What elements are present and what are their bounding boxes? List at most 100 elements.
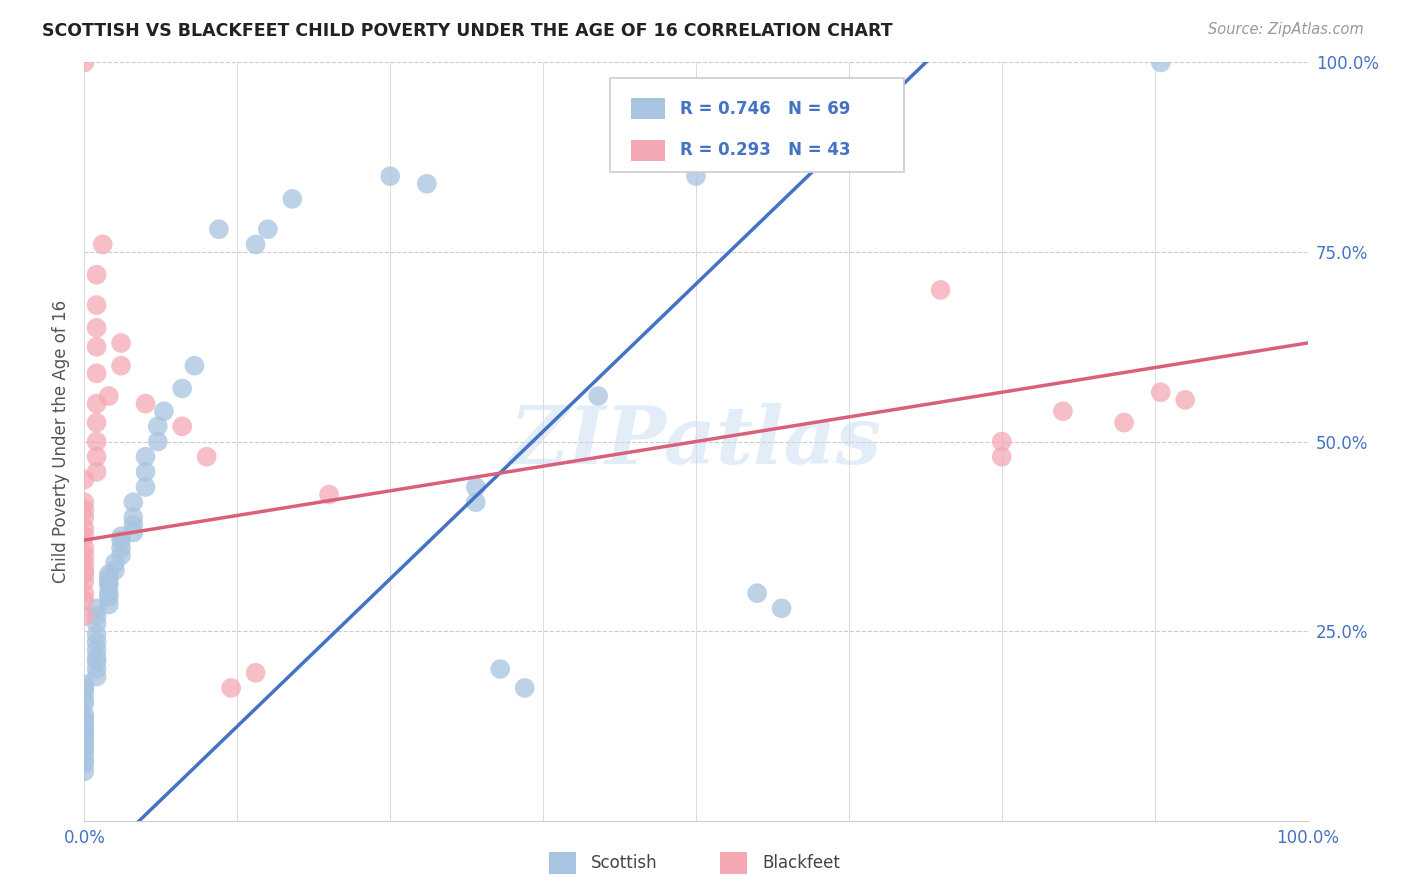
Point xyxy=(416,177,439,191)
Point xyxy=(110,529,132,543)
Point xyxy=(86,662,108,676)
Point xyxy=(86,450,108,464)
Point xyxy=(73,753,96,767)
Point xyxy=(257,222,280,236)
Point xyxy=(1150,55,1173,70)
Bar xyxy=(631,140,665,161)
Point xyxy=(73,734,96,748)
Point xyxy=(86,643,108,657)
Point xyxy=(73,719,96,733)
Point xyxy=(73,556,96,570)
Point xyxy=(73,522,96,536)
Point xyxy=(489,662,512,676)
Point xyxy=(73,55,96,70)
Point xyxy=(586,389,609,403)
Point xyxy=(73,574,96,589)
Point xyxy=(73,746,96,760)
Point xyxy=(110,548,132,563)
Text: ZIPatlas: ZIPatlas xyxy=(510,403,882,480)
Point xyxy=(73,681,96,695)
Point xyxy=(73,594,96,608)
Point xyxy=(73,756,96,771)
Point xyxy=(73,764,96,779)
Point xyxy=(172,382,194,396)
Point xyxy=(86,601,108,615)
Point xyxy=(135,480,157,494)
Point xyxy=(770,601,793,615)
Bar xyxy=(720,852,748,874)
Text: Scottish: Scottish xyxy=(591,854,658,871)
Point xyxy=(172,419,194,434)
Point xyxy=(73,503,96,517)
Point xyxy=(1114,416,1136,430)
Point xyxy=(73,548,96,563)
Point xyxy=(73,741,96,756)
Point xyxy=(135,450,157,464)
Point xyxy=(86,616,108,631)
Point xyxy=(104,556,127,570)
Point xyxy=(73,677,96,691)
Point xyxy=(73,567,96,582)
Point xyxy=(73,586,96,600)
Point xyxy=(86,655,108,669)
Point xyxy=(86,416,108,430)
Point xyxy=(146,419,169,434)
Point xyxy=(513,681,536,695)
Point xyxy=(122,495,145,509)
Point xyxy=(86,669,108,683)
Point xyxy=(86,268,108,282)
Point xyxy=(86,320,108,334)
Point xyxy=(1174,392,1197,407)
Text: R = 0.746   N = 69: R = 0.746 N = 69 xyxy=(681,100,851,118)
Point xyxy=(991,450,1014,464)
Point xyxy=(104,564,127,578)
Point xyxy=(86,628,108,642)
Point xyxy=(245,665,267,680)
Bar xyxy=(550,852,576,874)
Point xyxy=(86,396,108,410)
Point xyxy=(208,222,231,236)
Point xyxy=(146,434,169,449)
Point xyxy=(281,192,304,206)
Point xyxy=(97,598,120,612)
Point xyxy=(73,529,96,543)
Point xyxy=(73,726,96,740)
Point xyxy=(73,685,96,699)
Point xyxy=(73,707,96,722)
Point xyxy=(86,340,108,354)
Point xyxy=(991,434,1014,449)
Point xyxy=(183,359,205,373)
Bar xyxy=(631,98,665,120)
Point xyxy=(110,359,132,373)
Y-axis label: Child Poverty Under the Age of 16: Child Poverty Under the Age of 16 xyxy=(52,300,70,583)
Point xyxy=(73,696,96,710)
Point xyxy=(97,590,120,604)
FancyBboxPatch shape xyxy=(610,78,904,172)
Point xyxy=(122,525,145,540)
Point xyxy=(73,495,96,509)
Point xyxy=(73,564,96,578)
Point xyxy=(73,730,96,744)
Point xyxy=(91,237,114,252)
Point xyxy=(73,738,96,752)
Point xyxy=(97,586,120,600)
Point xyxy=(97,571,120,585)
Point xyxy=(86,635,108,649)
Point xyxy=(195,450,218,464)
Point xyxy=(747,586,769,600)
Point xyxy=(153,404,176,418)
Point xyxy=(86,366,108,380)
Point xyxy=(464,480,486,494)
Point xyxy=(464,495,486,509)
Text: SCOTTISH VS BLACKFEET CHILD POVERTY UNDER THE AGE OF 16 CORRELATION CHART: SCOTTISH VS BLACKFEET CHILD POVERTY UNDE… xyxy=(42,22,893,40)
Point xyxy=(86,650,108,665)
Point xyxy=(97,579,120,593)
Point xyxy=(86,434,108,449)
Point xyxy=(1150,385,1173,400)
Point xyxy=(73,723,96,737)
Point xyxy=(122,510,145,524)
Point xyxy=(73,510,96,524)
Point xyxy=(97,574,120,589)
Point xyxy=(110,541,132,555)
Point xyxy=(929,283,952,297)
